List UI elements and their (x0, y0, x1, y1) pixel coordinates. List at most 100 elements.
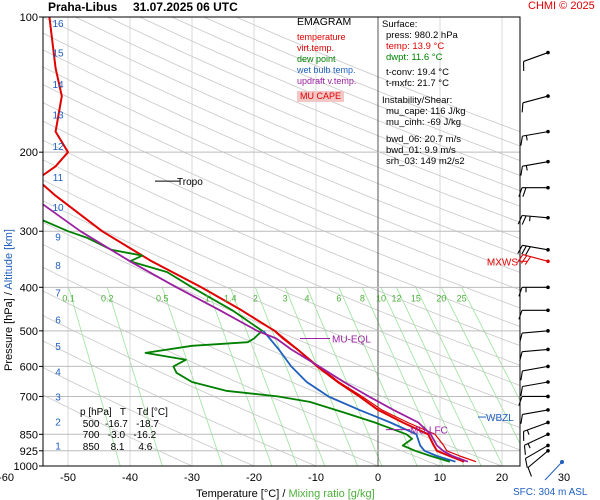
tropo-label: Tropo (177, 177, 203, 188)
wind-barb (518, 308, 550, 320)
station-name: Praha-Libus (48, 0, 118, 14)
wind-barb-flag (527, 467, 532, 477)
temperature-tick-label: 10 (434, 472, 446, 484)
altitude-tick-label: 3 (55, 393, 61, 404)
y-axis-title-pressure: Pressure [hPa] (3, 295, 15, 371)
pressure-tick-label: 850 (20, 429, 38, 441)
altitude-tick-label: 6 (55, 316, 61, 327)
mxws-label: MXWS (487, 257, 518, 268)
altitude-tick-label: 12 (52, 142, 64, 153)
wind-barb-flag (521, 245, 527, 255)
altitude-tick-label: 4 (55, 368, 61, 379)
temperature-tick-label: 30 (558, 472, 570, 484)
surface-info-panel: Surface: press: 980.2 hPa temp: 13.9 °C … (382, 19, 466, 167)
mixing-ratio-label: 6 (336, 293, 341, 303)
wind-barb-dot (546, 432, 550, 437)
wind-barb (517, 254, 550, 265)
wind-barb-dot (546, 215, 550, 220)
altitude-tick-label: 5 (55, 342, 61, 353)
wind-barb (518, 285, 550, 297)
pressure-tick-label: 600 (20, 361, 38, 373)
y-axis-title-separator: / (3, 290, 15, 296)
wind-barb (520, 129, 550, 146)
mixing-ratio-line (206, 287, 273, 466)
mixing-ratio-label: 0.2 (101, 293, 114, 303)
surface-title: Surface: (382, 19, 418, 30)
wind-barb (520, 159, 550, 176)
pressure-tick-label: 100 (20, 12, 38, 24)
x-axis-title: Temperature [°C] / Mixing ratio [g/kg] (196, 488, 375, 500)
legend-updraft: updraft v.temp. (297, 76, 357, 86)
wind-barb-flag (518, 187, 523, 197)
series-dew-pointline (43, 219, 451, 463)
surface-temp: temp: 13.9 °C (386, 41, 445, 52)
wind-barb-staff (522, 95, 549, 104)
wind-barb-halfflag (525, 135, 528, 141)
wind-barb-flag (520, 386, 523, 397)
wind-barb (523, 420, 550, 441)
wind-barb-dot (546, 94, 550, 98)
surface-wind-dot (560, 460, 564, 464)
wind-barb-staff (522, 214, 549, 219)
altitude-tick-label: 10 (52, 203, 64, 214)
wind-barb (519, 347, 550, 362)
plot-area (43, 17, 520, 466)
wind-barb-flag (517, 215, 523, 225)
mu-lfc-label: MU-LFC (410, 426, 448, 437)
t-conv: t-conv: 19.4 °C (386, 67, 449, 78)
dry-adiabat-line (43, 120, 520, 327)
mixing-ratio-line (461, 287, 520, 402)
mixing-ratio-label: 0.1 (62, 293, 75, 303)
wind-barb-staff (522, 348, 549, 353)
altitude-tick-label: 16 (52, 19, 64, 30)
series-wet-bulb-temp-line (262, 330, 456, 463)
wind-barb-dot (546, 448, 550, 453)
wind-barb-staff (522, 365, 549, 372)
wind-barb-flag (518, 310, 523, 320)
wind-barb-dot (546, 185, 550, 190)
wind-barb-dot (546, 259, 550, 264)
wind-barb-staff (522, 381, 549, 388)
wind-barb-dot (546, 420, 550, 425)
wind-barb-dot (546, 443, 550, 448)
mixing-ratio-label: 15 (411, 293, 421, 303)
pressure-tick-label: 925 (20, 446, 38, 458)
series-temperatureline (43, 17, 465, 463)
x-axis-title-separator: / (282, 488, 288, 500)
wind-barb (517, 214, 550, 225)
dry-adiabat-line (43, 17, 520, 223)
wind-barb-flag (517, 245, 523, 254)
surface-press: press: 980.2 hPa (386, 30, 458, 41)
wind-barb-flag (520, 370, 523, 381)
pressure-tick-label: 400 (20, 282, 38, 294)
temperature-tick-label: 20 (496, 472, 508, 484)
legend-virt-temp: virt.temp. (297, 43, 335, 53)
wind-barb-flag (518, 287, 523, 297)
level-table-row: 700 -3.0 -16.2 (80, 430, 157, 441)
temperature-tick-label: -10 (308, 472, 324, 484)
level-table-row: 850 8.1 4.6 (80, 441, 153, 453)
wind-barb-staff (525, 444, 549, 459)
bwd-06-value: bwd_06: 20.7 m/s (386, 134, 461, 145)
sfc-label: SFC: 304 m ASL (513, 487, 588, 498)
wind-barb-dot (546, 159, 550, 164)
surface-wind-arrow (544, 461, 563, 481)
altitude-tick-label: 7 (55, 289, 61, 300)
wind-barb-halfflag (526, 429, 530, 435)
wind-barb-dot (546, 50, 550, 55)
dry-adiabat-line (43, 49, 520, 256)
temperature-tick-label: -40 (122, 472, 138, 484)
chmi-credit[interactable]: CHMI © 2025 (528, 0, 595, 12)
wind-barb (527, 448, 550, 477)
wind-barb-staff (522, 330, 549, 334)
wind-barb-staff (523, 52, 549, 62)
wind-barb-dot (546, 285, 550, 290)
altitude-tick-label: 1 (55, 441, 61, 452)
altitude-tick-label: 8 (55, 261, 61, 272)
mixing-ratio-line (255, 287, 326, 466)
mixing-ratio-line (380, 287, 465, 466)
wind-barb-staff (527, 450, 549, 468)
mixing-ratio-label: 2 (253, 293, 258, 303)
altitude-tick-label: 9 (55, 232, 61, 243)
altitude-tick-label: 14 (52, 80, 64, 91)
